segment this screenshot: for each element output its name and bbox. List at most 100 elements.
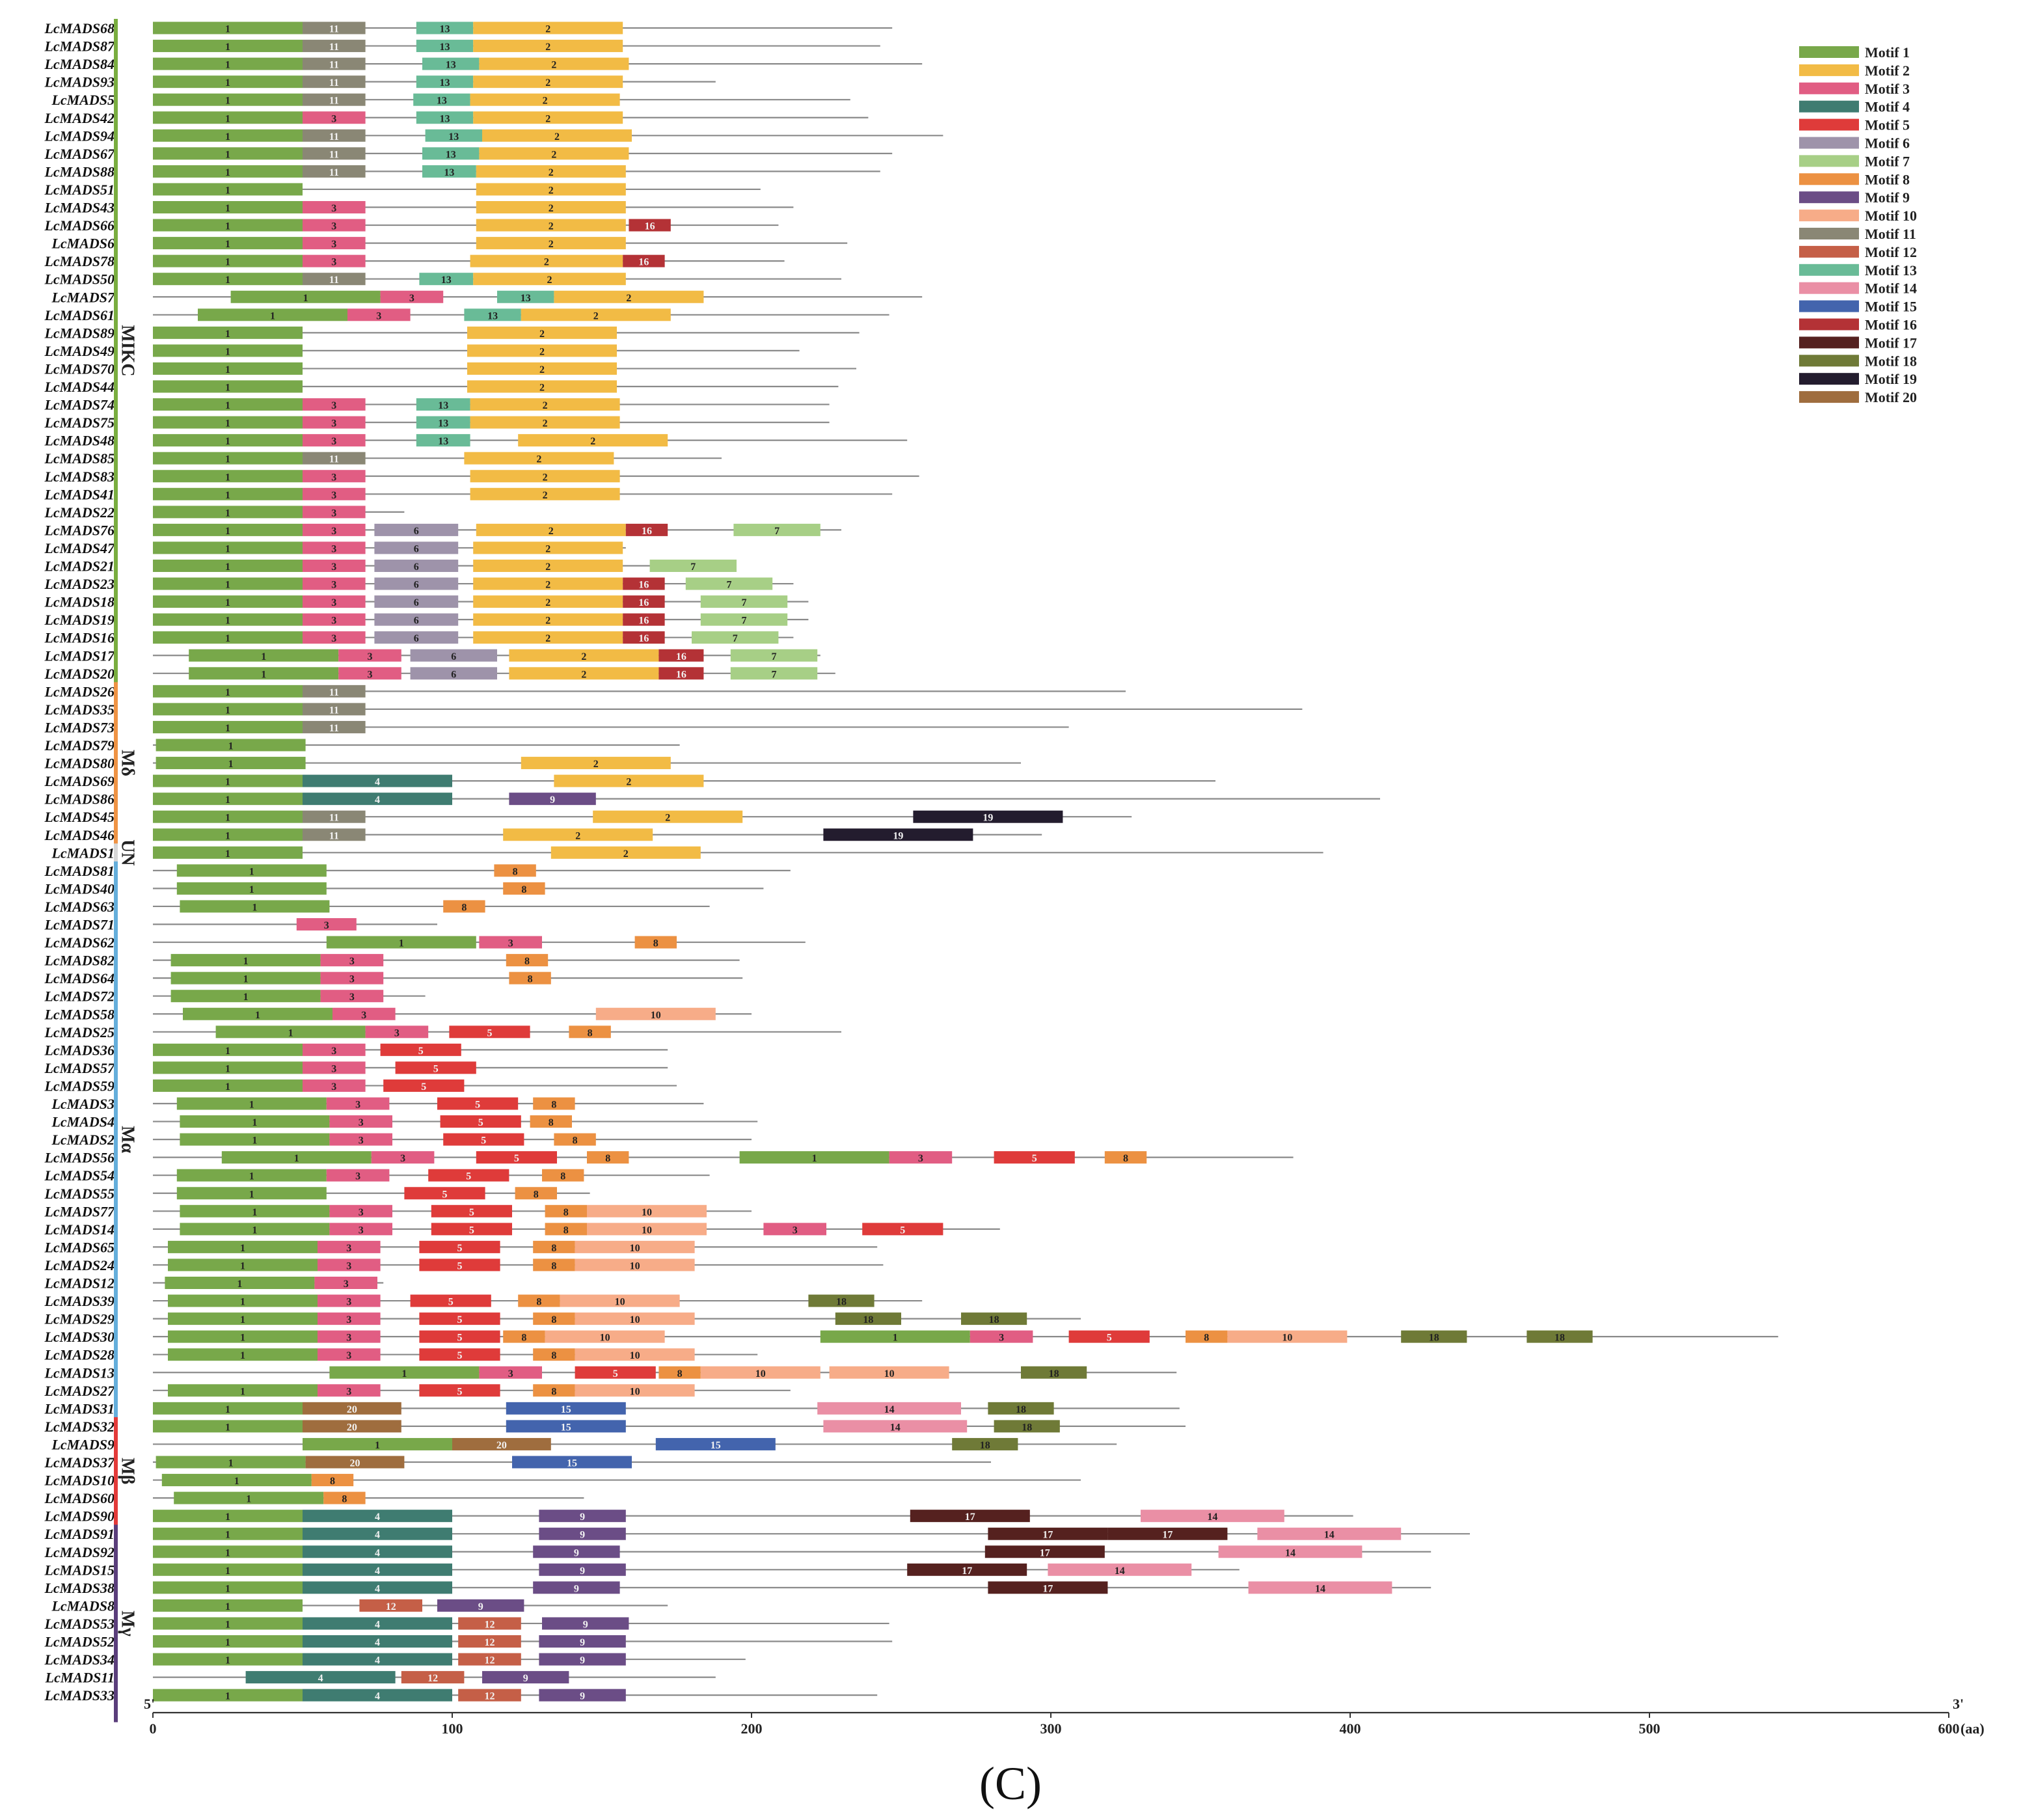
motif-number: 3 <box>793 1225 798 1236</box>
legend-swatch <box>1799 191 1859 204</box>
motif-number: 15 <box>711 1440 721 1451</box>
motif-number: 1 <box>288 1027 293 1039</box>
protein-row-LcMADS17: LcMADS17 1 3 6 2 16 7 <box>44 647 821 664</box>
motif-box-1 <box>165 1277 315 1289</box>
motif-number: 1 <box>249 1100 254 1111</box>
legend-label: Motif 17 <box>1865 334 1917 351</box>
protein-row-LcMADS9: LcMADS9 1 20 15 18 <box>51 1436 1117 1452</box>
motif-number: 3 <box>331 257 336 268</box>
motif-number: 1 <box>225 543 230 554</box>
motif-number: 1 <box>225 1601 230 1612</box>
motif-box-8 <box>634 936 677 949</box>
motif-box-1 <box>153 703 303 716</box>
protein-label: LcMADS6 <box>51 236 115 252</box>
motif-box-11 <box>303 273 366 286</box>
legend-label: Motif 4 <box>1865 99 1910 115</box>
motif-box-8 <box>518 1294 560 1307</box>
protein-row-LcMADS30: LcMADS30 1 3 5 8 10 1 3 5 8 10 18 18 <box>44 1329 1778 1345</box>
motif-box-2 <box>470 398 620 411</box>
legend-label: Motif 5 <box>1865 117 1910 133</box>
legend-item-4: Motif 4 <box>1799 99 1910 115</box>
motif-box-1 <box>198 308 347 321</box>
group-MIKC: MIKC <box>114 19 138 683</box>
protein-row-LcMADS87: LcMADS87 1 11 13 2 <box>44 38 880 55</box>
protein-label: LcMADS72 <box>44 988 115 1005</box>
motif-box-1 <box>153 1581 303 1594</box>
protein-label: LcMADS22 <box>44 504 115 521</box>
motif-box-3 <box>329 1223 392 1236</box>
group-bars: MIKC Mδ UN Mα Mβ Mγ <box>114 19 138 1722</box>
motif-box-8 <box>509 971 551 985</box>
motif-box-6 <box>374 560 459 572</box>
protein-row-LcMADS41: LcMADS41 1 3 2 <box>44 486 893 502</box>
motif-number: 3 <box>331 472 336 483</box>
protein-row-LcMADS83: LcMADS83 1 3 2 <box>44 469 919 485</box>
motif-number: 11 <box>329 687 339 698</box>
protein-label: LcMADS90 <box>44 1508 115 1525</box>
motif-box-3 <box>318 1258 381 1271</box>
motif-box-3 <box>329 1204 392 1217</box>
motif-box-16 <box>623 254 665 267</box>
protein-row-LcMADS69: LcMADS69 1 4 2 <box>44 773 1215 789</box>
motif-box-1 <box>153 1545 303 1558</box>
motif-number: 2 <box>581 651 586 662</box>
motif-number: 16 <box>645 221 655 232</box>
motif-number: 1 <box>401 1368 407 1379</box>
motif-box-2 <box>470 416 620 429</box>
motif-number: 11 <box>329 149 339 160</box>
motif-box-1 <box>168 1330 318 1343</box>
protein-label: LcMADS23 <box>44 576 115 592</box>
legend-item-12: Motif 12 <box>1799 244 1917 260</box>
motif-box-10 <box>575 1312 695 1325</box>
motif-box-8 <box>569 1025 611 1039</box>
motif-box-11 <box>303 57 366 70</box>
motif-number: 1 <box>225 185 230 196</box>
motif-box-2 <box>509 667 659 680</box>
legend-item-10: Motif 10 <box>1799 208 1917 224</box>
motif-number: 1 <box>225 490 230 501</box>
protein-label: LcMADS43 <box>44 200 115 216</box>
motif-box-18 <box>994 1420 1060 1433</box>
motif-number: 7 <box>733 633 738 644</box>
motif-box-17 <box>988 1527 1108 1540</box>
motif-number: 5 <box>457 1386 463 1397</box>
protein-label: LcMADS77 <box>44 1203 115 1219</box>
motif-number: 12 <box>386 1601 396 1612</box>
motif-box-8 <box>533 1258 575 1271</box>
motif-number: 1 <box>225 633 230 644</box>
protein-label: LcMADS76 <box>44 522 115 538</box>
protein-label: LcMADS32 <box>44 1419 115 1435</box>
motif-box-1 <box>153 506 303 519</box>
motif-box-18 <box>952 1437 1018 1450</box>
motif-box-1 <box>153 487 303 500</box>
protein-row-LcMADS1: LcMADS1 1 2 <box>51 845 1323 861</box>
motif-number: 14 <box>884 1404 895 1415</box>
motif-box-8 <box>533 1312 575 1325</box>
motif-box-18 <box>1526 1330 1593 1343</box>
motif-box-2 <box>473 595 623 608</box>
motif-box-5 <box>404 1187 485 1200</box>
protein-row-LcMADS36: LcMADS36 1 3 5 <box>44 1042 668 1058</box>
motif-box-1 <box>221 1151 372 1164</box>
axis-tick-label: 400 <box>1340 1720 1361 1737</box>
motif-number: 16 <box>638 597 649 608</box>
motif-number: 6 <box>451 651 456 662</box>
motif-number: 1 <box>225 1404 230 1415</box>
protein-row-LcMADS68: LcMADS68 1 11 13 2 <box>44 20 893 36</box>
motif-box-4 <box>303 1617 452 1630</box>
legend-label: Motif 12 <box>1865 244 1917 260</box>
motif-number: 1 <box>225 597 230 608</box>
motif-number: 9 <box>574 1547 579 1558</box>
legend-swatch <box>1799 245 1859 258</box>
motif-box-1 <box>153 362 303 375</box>
motif-box-1 <box>153 631 303 644</box>
motif-number: 3 <box>324 920 329 931</box>
legend-item-1: Motif 1 <box>1799 44 1910 61</box>
protein-row-LcMADS10: LcMADS10 1 8 <box>44 1473 1081 1489</box>
motif-number: 13 <box>521 293 531 304</box>
legend-swatch <box>1799 228 1859 239</box>
motif-number: 16 <box>676 669 686 680</box>
motif-number: 18 <box>1429 1333 1439 1344</box>
motif-number: 2 <box>626 777 631 788</box>
